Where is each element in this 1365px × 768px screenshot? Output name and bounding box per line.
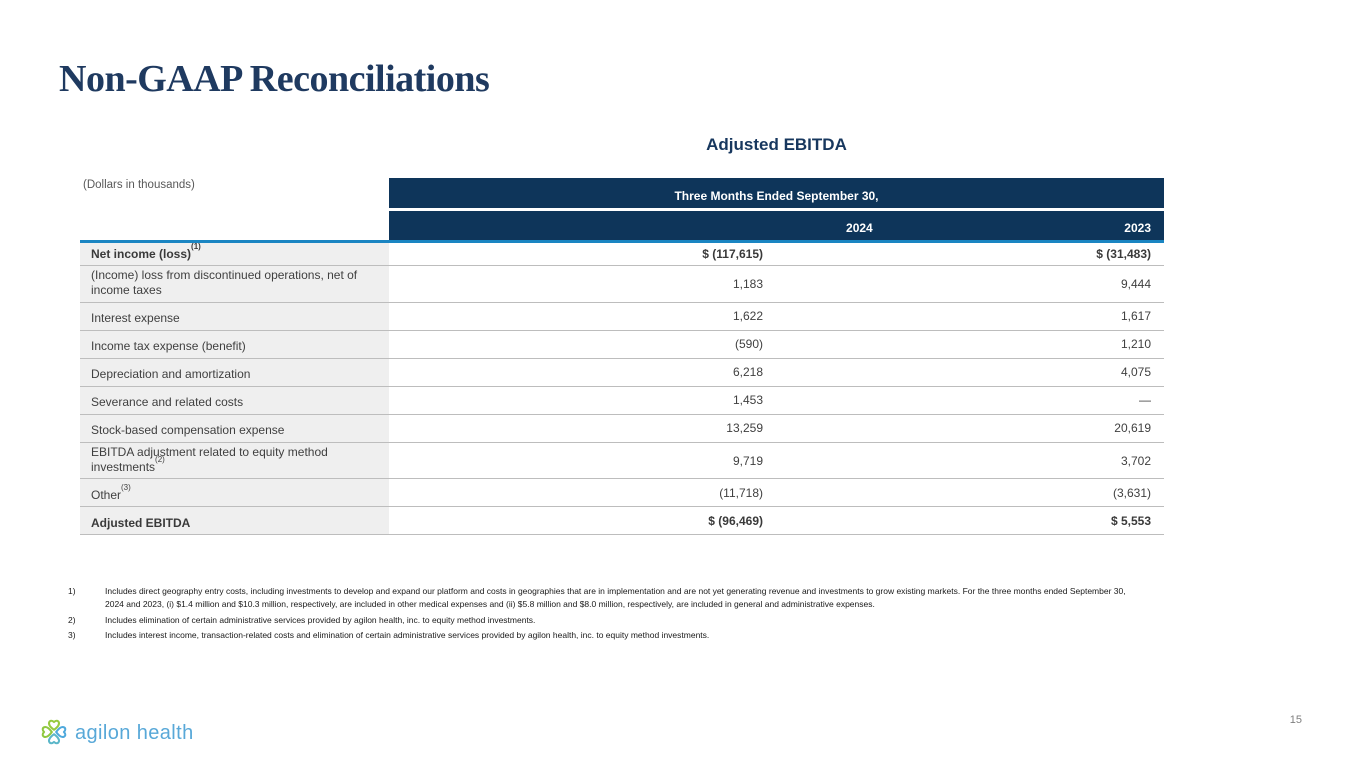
row-value-2023: 20,619 (775, 414, 1164, 443)
table-row: Adjusted EBITDA $ (96,469) $ 5,553 (80, 507, 1164, 536)
row-label-cell: Depreciation and amortization (80, 358, 389, 387)
row-value-2023: $ (31,483) (775, 243, 1164, 266)
row-value-2024: (590) (389, 330, 775, 359)
header-gap (389, 208, 1164, 211)
row-label-superscript: (1) (191, 241, 201, 251)
row-value-2024: 9,719 (389, 442, 775, 480)
units-note: (Dollars in thousands) (83, 179, 195, 191)
accent-divider (80, 240, 1164, 243)
row-value-2023: — (775, 386, 1164, 415)
row-value-2023: 1,210 (775, 330, 1164, 359)
row-label-cell: (Income) loss from discontinued operatio… (80, 266, 389, 303)
row-label-superscript: (3) (121, 483, 131, 493)
row-value-2024: 1,622 (389, 302, 775, 331)
row-value-2024: $ (96,469) (389, 507, 775, 536)
table-body: Net income (loss)(1) $ (117,615) $ (31,4… (80, 241, 1164, 536)
row-label-cell: Other(3) (80, 479, 389, 508)
footnote: 1) Includes direct geography entry costs… (68, 585, 1146, 611)
row-value-2023: $ 5,553 (775, 507, 1164, 536)
row-label: Depreciation and amortization (91, 367, 251, 382)
row-label: Stock-based compensation expense (91, 423, 285, 438)
row-value-2024: (11,718) (389, 479, 775, 508)
table-row: (Income) loss from discontinued operatio… (80, 266, 1164, 303)
agilon-clover-icon (41, 719, 67, 745)
table-row: EBITDA adjustment related to equity meth… (80, 442, 1164, 480)
period-label: Three Months Ended September 30, (674, 189, 879, 203)
footnote-text: Includes elimination of certain administ… (105, 614, 536, 625)
footnotes: 1) Includes direct geography entry costs… (68, 585, 1146, 645)
row-value-2024: 1,453 (389, 386, 775, 415)
company-logo: agilon health (38, 716, 194, 748)
row-label-cell: Interest expense (80, 302, 389, 331)
table-row: Other(3) (11,718) (3,631) (80, 479, 1164, 508)
row-value-2023: 3,702 (775, 442, 1164, 480)
footnote-number: 1) (68, 586, 76, 596)
footnote-number: 2) (68, 614, 76, 625)
row-value-2024: 6,218 (389, 358, 775, 387)
table-row: Interest expense 1,622 1,617 (80, 302, 1164, 331)
table-row: Depreciation and amortization 6,218 4,07… (80, 358, 1164, 387)
column-header-2024: 2024 (846, 221, 873, 235)
row-label: Adjusted EBITDA (91, 516, 191, 531)
table-header-years: 2024 2023 (389, 211, 1164, 240)
row-label: Interest expense (91, 311, 180, 326)
row-label-cell: Adjusted EBITDA (80, 507, 389, 536)
row-label-cell: Net income (loss)(1) (80, 241, 389, 266)
row-label-cell: EBITDA adjustment related to equity meth… (80, 442, 389, 480)
table-header-period: Three Months Ended September 30, (389, 178, 1164, 208)
row-value-2023: 9,444 (775, 266, 1164, 303)
adjusted-ebitda-table: Adjusted EBITDA (Dollars in thousands) T… (80, 135, 1164, 536)
row-label: Net income (loss) (91, 246, 192, 261)
row-label: Severance and related costs (91, 395, 244, 410)
row-value-2023: (3,631) (775, 479, 1164, 508)
footnote-text: Includes direct geography entry costs, i… (105, 586, 1126, 609)
footnote: 3) Includes interest income, transaction… (68, 629, 1146, 642)
logo-wordmark: agilon health (75, 721, 194, 744)
row-label: Other (91, 488, 122, 503)
row-value-2023: 1,617 (775, 302, 1164, 331)
table-row: Income tax expense (benefit) (590) 1,210 (80, 330, 1164, 359)
row-label: (Income) loss from discontinued operatio… (91, 268, 358, 298)
table-row: Net income (loss)(1) $ (117,615) $ (31,4… (80, 241, 1164, 266)
row-value-2024: 1,183 (389, 266, 775, 303)
row-value-2024: $ (117,615) (389, 243, 775, 266)
page-number: 15 (1289, 714, 1302, 726)
row-label: EBITDA adjustment related to equity meth… (91, 444, 328, 475)
footnote: 2) Includes elimination of certain admin… (68, 614, 1146, 627)
row-label: Income tax expense (benefit) (91, 339, 246, 354)
row-value-2024: 13,259 (389, 414, 775, 443)
row-label-superscript: (2) (155, 455, 165, 465)
row-label-cell: Stock-based compensation expense (80, 414, 389, 443)
table-row: Severance and related costs 1,453 — (80, 386, 1164, 415)
page-title: Non-GAAP Reconciliations (59, 58, 490, 100)
table-row: Stock-based compensation expense 13,259 … (80, 414, 1164, 443)
footnote-number: 3) (68, 630, 76, 641)
footnote-text: Includes interest income, transaction-re… (105, 630, 710, 641)
table-title: Adjusted EBITDA (706, 135, 847, 154)
column-header-2023: 2023 (1124, 221, 1151, 235)
row-value-2023: 4,075 (775, 358, 1164, 387)
row-label-cell: Income tax expense (benefit) (80, 330, 389, 359)
row-label-cell: Severance and related costs (80, 386, 389, 415)
